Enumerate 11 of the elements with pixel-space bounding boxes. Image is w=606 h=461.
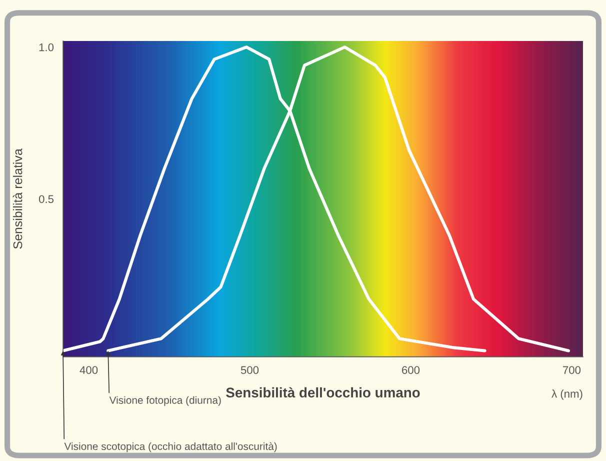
annotation: Visione scotopica (occhio adattato all'oscurità) xyxy=(64,442,277,452)
x-tick-label: 700 xyxy=(563,366,581,374)
x-tick-label: 600 xyxy=(402,366,420,374)
text: λ (nm) xyxy=(552,390,582,400)
y-tick-label: 1.0 xyxy=(39,43,54,52)
y-tick-label: 0.5 xyxy=(38,195,54,204)
x-axis-title: Sensibilità dell'occhio umano xyxy=(226,387,420,398)
x-tick-label: 500 xyxy=(240,366,259,374)
annotation: Visione fotopica (diurna) xyxy=(109,396,221,406)
y-axis-title: Sensibilità relativa xyxy=(12,148,22,249)
x-tick-label: 400 xyxy=(80,366,98,374)
